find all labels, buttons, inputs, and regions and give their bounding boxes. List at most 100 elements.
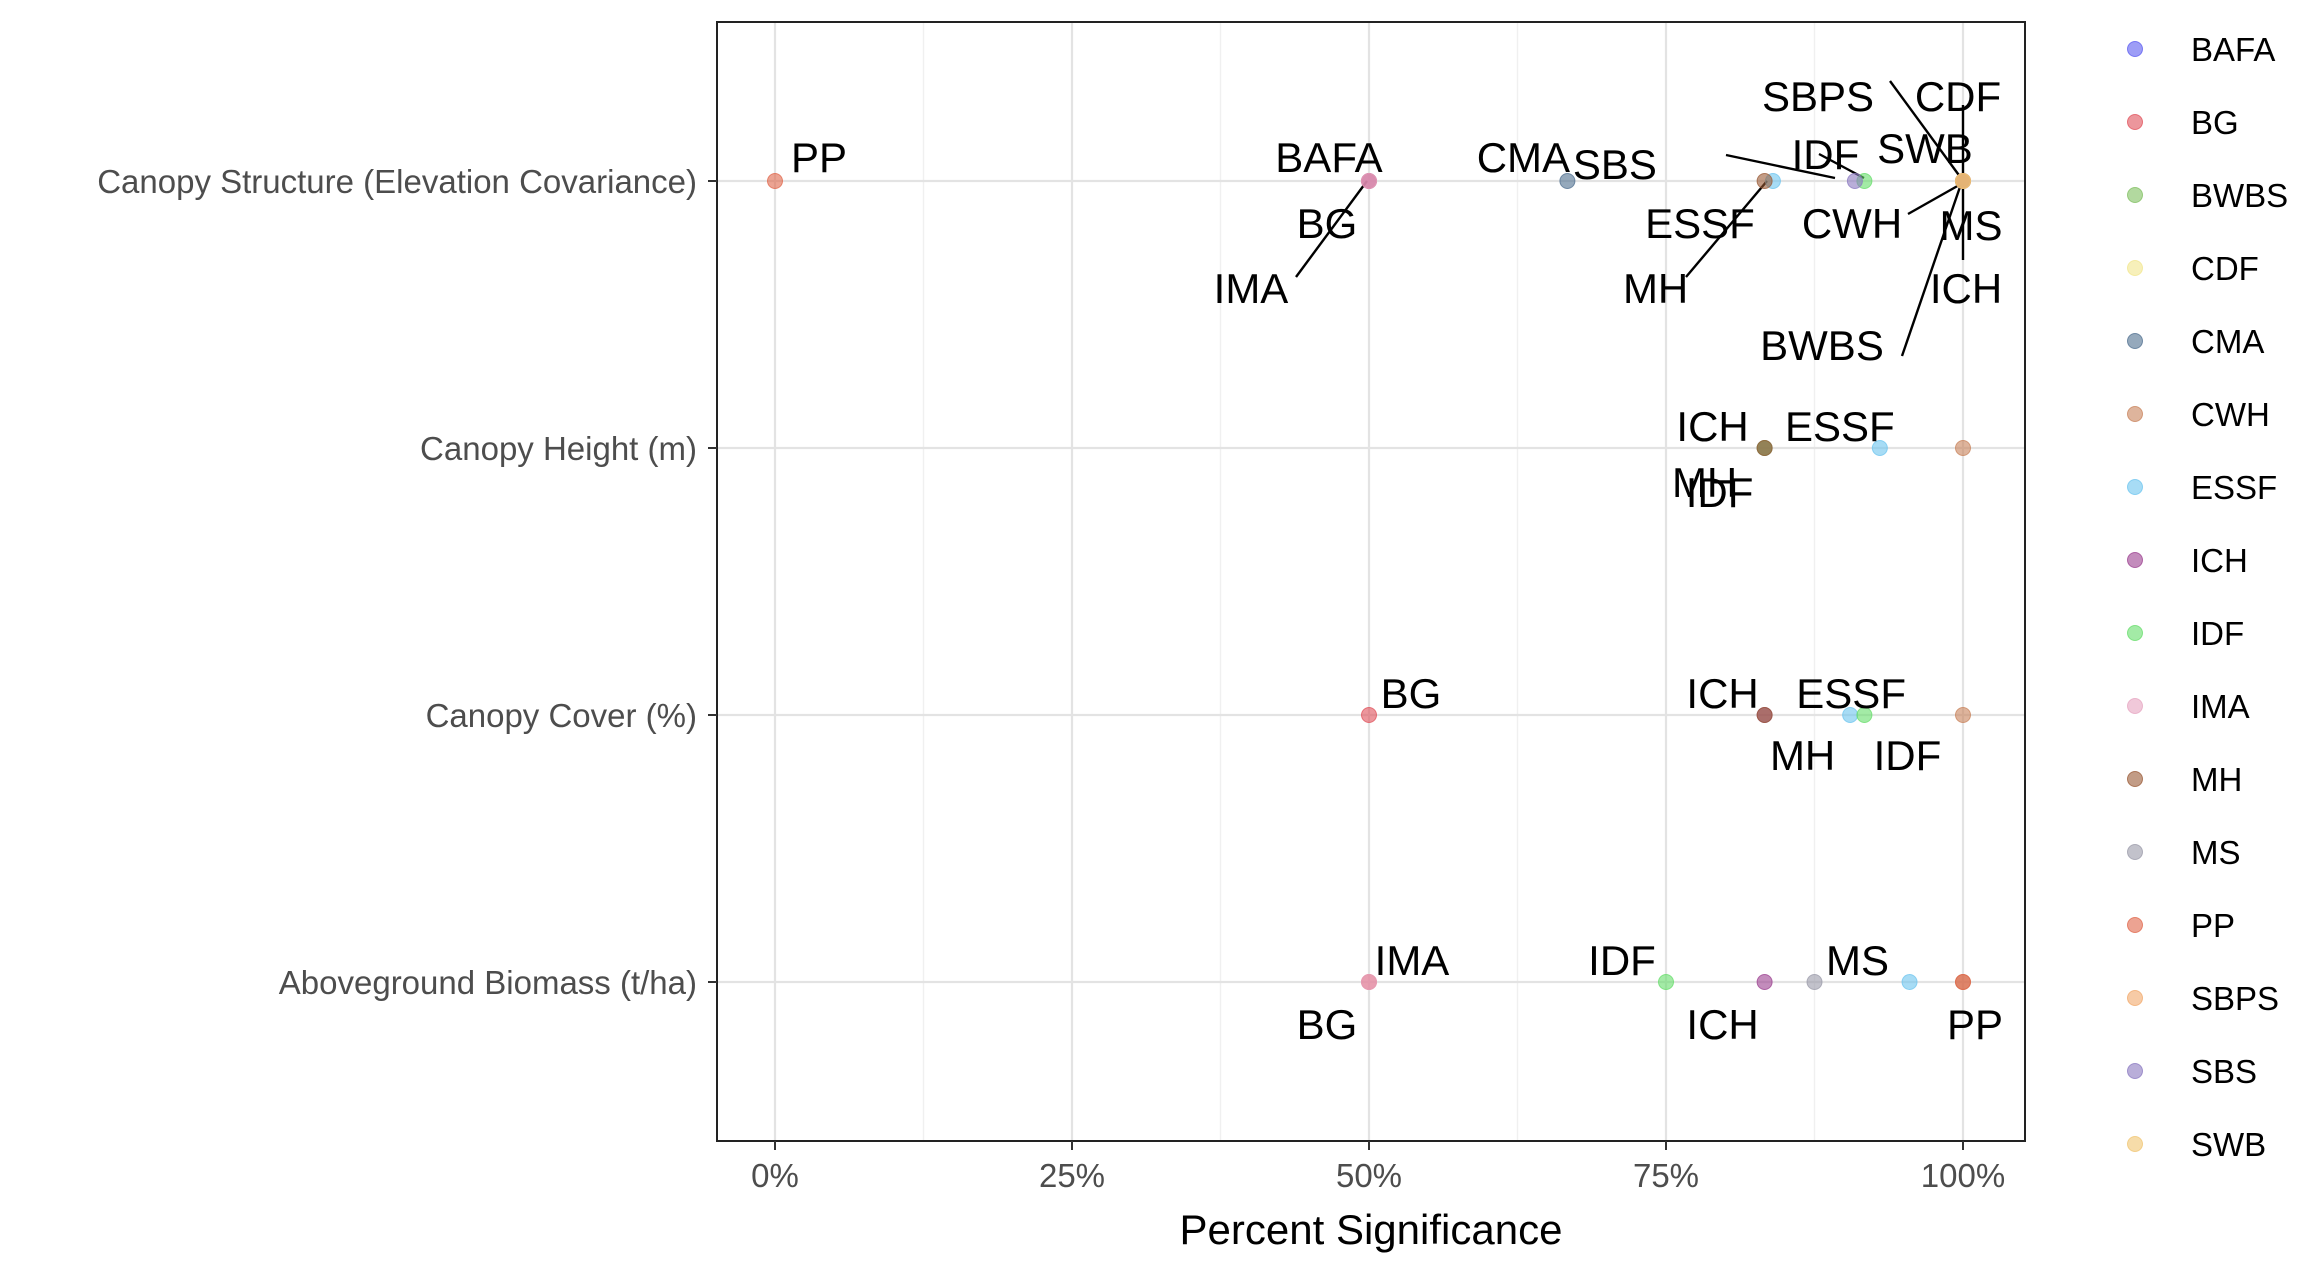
point-label-pp-aboveground-biomass-t-ha: PP — [1947, 1001, 2003, 1048]
point-label-bg-canopy-structure-elevation-covariance: BG — [1297, 200, 1358, 247]
legend-label-swb: SWB — [2191, 1126, 2266, 1163]
point-label-mh-canopy-height-m: MH — [1672, 459, 1737, 506]
point-label-bg-canopy-cover: BG — [1381, 670, 1442, 717]
point-essf-canopy-height-m — [1871, 440, 1888, 456]
point-label-ima-canopy-structure-elevation-covariance: IMA — [1214, 265, 1289, 312]
legend-key-swb — [2127, 1136, 2143, 1152]
y-category-label-canopy-structure-elevation-covariance: Canopy Structure (Elevation Covariance) — [97, 163, 697, 200]
point-label-idf-canopy-structure-elevation-covariance: IDF — [1792, 131, 1860, 178]
legend-label-cdf: CDF — [2191, 250, 2259, 287]
label-connector-mh-canopy-structure-elevation-covariance — [1685, 180, 1768, 278]
point-pp-canopy-structure-elevation-covariance — [767, 173, 783, 189]
point-sbs-canopy-structure-elevation-covariance — [1846, 173, 1863, 189]
legend-label-ms: MS — [2191, 834, 2241, 871]
legend-label-mh: MH — [2191, 761, 2242, 798]
legend-key-pp — [2127, 917, 2143, 933]
y-category-label-canopy-cover: Canopy Cover (%) — [426, 697, 697, 734]
point-label-essf-canopy-structure-elevation-covariance: ESSF — [1645, 200, 1755, 247]
legend-label-sbps: SBPS — [2191, 980, 2279, 1017]
point-cwh-canopy-cover — [1955, 707, 1971, 723]
legend-key-sbps — [2127, 990, 2143, 1006]
legend-key-mh — [2127, 771, 2143, 787]
point-pp-aboveground-biomass-t-ha — [1955, 974, 1971, 990]
point-label-ich-canopy-height-m: ICH — [1676, 403, 1748, 450]
x-tick-label: 50% — [1336, 1157, 1402, 1194]
point-label-essf-canopy-cover: ESSF — [1796, 670, 1906, 717]
point-label-idf-aboveground-biomass-t-ha: IDF — [1588, 937, 1656, 984]
point-ima-canopy-structure-elevation-covariance — [1361, 173, 1377, 189]
point-label-idf-canopy-height-m: IDF — [1686, 469, 1754, 516]
point-label-cwh-canopy-structure-elevation-covariance: CWH — [1802, 200, 1902, 247]
legend-label-bg: BG — [2191, 104, 2239, 141]
point-label-ich-aboveground-biomass-t-ha: ICH — [1686, 1001, 1758, 1048]
point-layer — [767, 173, 1971, 990]
point-mh-canopy-cover — [1756, 707, 1773, 723]
point-idf-canopy-cover — [1856, 707, 1873, 723]
label-connector-ima-canopy-structure-elevation-covariance — [1295, 180, 1368, 278]
legend-key-cma — [2127, 333, 2143, 349]
point-mh-canopy-height-m — [1756, 440, 1773, 456]
legend-label-cwh: CWH — [2191, 396, 2270, 433]
point-label-cma-canopy-structure-elevation-covariance: CMA — [1477, 134, 1570, 181]
point-ich-aboveground-biomass-t-ha — [1756, 974, 1773, 990]
x-tick-label: 100% — [1921, 1157, 2005, 1194]
legend-key-essf — [2127, 479, 2143, 495]
legend-key-cdf — [2127, 260, 2143, 276]
point-label-mh-canopy-cover: MH — [1770, 732, 1835, 779]
legend-key-sbs — [2127, 1063, 2143, 1079]
legend-key-ms — [2127, 844, 2143, 860]
point-label-sbs-canopy-structure-elevation-covariance: SBS — [1573, 141, 1657, 188]
axis-layer: 0% 25% 50% 75% 100% Canopy Structure (Elevati… — [97, 163, 2005, 1253]
legend-label-bafa: BAFA — [2191, 31, 2275, 68]
point-label-essf-canopy-height-m: ESSF — [1785, 403, 1895, 450]
legend-label-essf: ESSF — [2191, 469, 2277, 506]
x-tick-label: 75% — [1633, 1157, 1699, 1194]
legend-key-ich — [2127, 552, 2143, 568]
label-connector-bwbs-canopy-structure-elevation-covariance — [1900, 183, 1963, 357]
point-label-pp-canopy-structure-elevation-covariance: PP — [791, 134, 847, 181]
point-label-idf-canopy-cover: IDF — [1874, 732, 1942, 779]
point-label-bwbs-canopy-structure-elevation-covariance: BWBS — [1760, 322, 1884, 369]
legend-label-ima: IMA — [2191, 688, 2250, 725]
y-category-label-canopy-height-m: Canopy Height (m) — [420, 430, 697, 467]
x-tick-label: 25% — [1039, 1157, 1105, 1194]
y-category-label-aboveground-biomass-t-ha: Aboveground Biomass (t/ha) — [279, 964, 697, 1001]
legend-label-sbs: SBS — [2191, 1053, 2257, 1090]
point-mh-canopy-structure-elevation-covariance — [1756, 173, 1773, 189]
label-connector-sbs-canopy-structure-elevation-covariance — [1725, 153, 1836, 180]
legend-key-bwbs — [2127, 187, 2143, 203]
point-essf-aboveground-biomass-t-ha — [1901, 974, 1918, 990]
point-label-ms-aboveground-biomass-t-ha: MS — [1826, 937, 1889, 984]
point-cma-canopy-structure-elevation-covariance — [1559, 173, 1576, 189]
legend-label-idf: IDF — [2191, 615, 2244, 652]
point-label-ich-canopy-structure-elevation-covariance: ICH — [1930, 265, 2002, 312]
point-ima-aboveground-biomass-t-ha — [1361, 974, 1377, 990]
point-label-sbps-canopy-structure-elevation-covariance: SBPS — [1762, 73, 1874, 120]
legend-key-idf — [2127, 625, 2143, 641]
label-connector-layer — [1295, 80, 1965, 357]
label-connector-cwh-canopy-structure-elevation-covariance — [1907, 182, 1962, 216]
point-ms-aboveground-biomass-t-ha — [1806, 974, 1823, 990]
point-label-bg-aboveground-biomass-t-ha: BG — [1297, 1001, 1358, 1048]
point-bg-canopy-cover — [1361, 707, 1377, 723]
legend-key-bafa — [2127, 41, 2143, 57]
legend: BAFA BG BWBS CDF CMA CWH ESSF ICH IDF IMA MH MS PP SB… — [2127, 31, 2288, 1163]
point-swb-canopy-structure-elevation-covariance — [1955, 173, 1971, 189]
legend-label-cma: CMA — [2191, 323, 2264, 360]
x-axis-title: Percent Significance — [1180, 1206, 1563, 1253]
plot-panel-border — [716, 21, 2026, 1142]
point-label-ich-canopy-cover: ICH — [1686, 670, 1758, 717]
point-label-mh-canopy-structure-elevation-covariance: MH — [1623, 265, 1688, 312]
legend-key-cwh — [2127, 406, 2143, 422]
legend-label-ich: ICH — [2191, 542, 2248, 579]
point-label-ms-canopy-structure-elevation-covariance: MS — [1940, 202, 2003, 249]
legend-key-bg — [2127, 114, 2143, 130]
point-label-cdf-canopy-structure-elevation-covariance: CDF — [1915, 73, 2001, 120]
point-label-swb-canopy-structure-elevation-covariance: SWB — [1877, 125, 1973, 172]
label-connector-sbps-canopy-structure-elevation-covariance — [1889, 80, 1962, 179]
point-label-bafa-canopy-structure-elevation-covariance: BAFA — [1275, 134, 1382, 181]
legend-label-pp: PP — [2191, 907, 2235, 944]
point-label-layer: BAFA BG BG BG BWBS CDF CMA CWH ESSF ESSF ESSF ICH IC… — [791, 73, 2003, 1048]
point-label-ima-aboveground-biomass-t-ha: IMA — [1375, 937, 1450, 984]
